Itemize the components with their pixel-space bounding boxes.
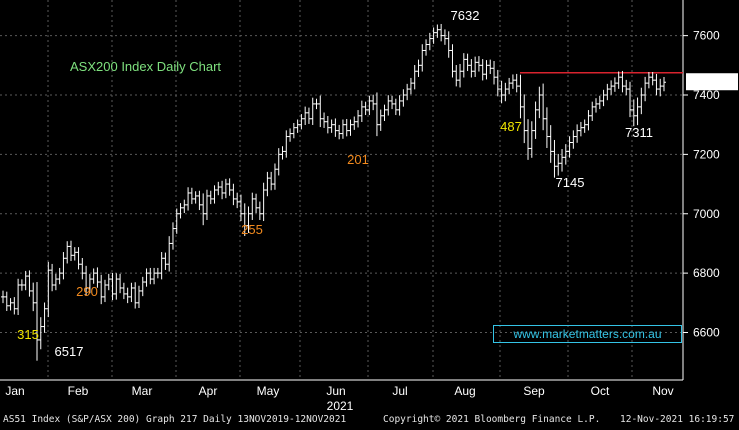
y-tick-label: 7000: [693, 207, 720, 221]
x-tick-label-oct: Oct: [591, 384, 610, 398]
y-tick-label: 7600: [693, 29, 720, 43]
x-tick-label-jan: Jan: [5, 384, 24, 398]
annotation-290: 290: [76, 284, 98, 299]
chart-title: ASX200 Index Daily Chart: [70, 59, 222, 74]
annotation-255: 255: [241, 222, 263, 237]
x-tick-label-nov: Nov: [652, 384, 673, 398]
annotation-6517: 6517: [55, 344, 84, 359]
y-tick-label: 7400: [693, 88, 720, 102]
y-tick-label: 6600: [693, 326, 720, 340]
annotation-7311: 7311: [625, 125, 653, 140]
footer-security: AS51 Index (S&P/ASX 200) Graph 217 Daily…: [3, 414, 347, 425]
x-tick-label-aug: Aug: [454, 384, 475, 398]
last-price-tag: [686, 73, 738, 91]
x-tick-label-mar: Mar: [132, 384, 153, 398]
x-tick-label-sep: Sep: [523, 384, 545, 398]
annotation-201: 201: [347, 152, 369, 167]
x-tick-label-may: May: [257, 384, 280, 398]
x-year-label: 2021: [327, 399, 354, 413]
y-tick-label: 7200: [693, 147, 720, 161]
x-tick-label-apr: Apr: [199, 384, 218, 398]
footer-timestamp: 12-Nov-2021 16:19:57: [620, 414, 735, 425]
x-tick-label-jul: Jul: [392, 384, 407, 398]
footer-copyright: Copyright© 2021 Bloomberg Finance L.P.: [383, 414, 601, 425]
annotation-7145: 7145: [556, 175, 585, 190]
annotation-315: 315: [17, 327, 39, 342]
annotation-7632: 7632: [451, 8, 480, 23]
last-price-label: 7443.00: [690, 75, 734, 89]
watermark-link[interactable]: www.marketmatters.com.au: [493, 325, 682, 343]
annotation-487: 487: [500, 119, 522, 134]
x-tick-label-jun: Jun: [326, 384, 345, 398]
x-tick-label-feb: Feb: [68, 384, 89, 398]
y-tick-label: 6800: [693, 266, 720, 280]
